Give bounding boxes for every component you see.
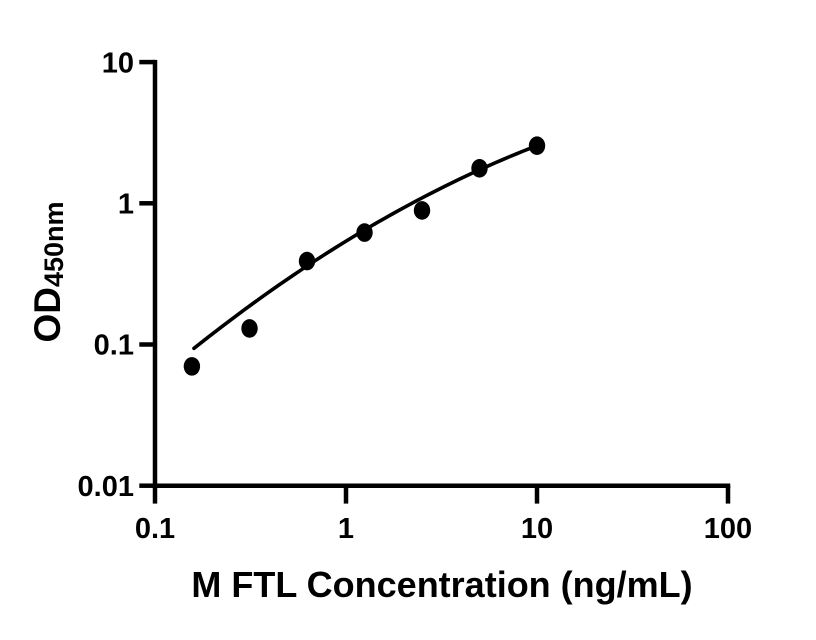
y-axis-ticks [139,59,155,488]
x-tick-label: 100 [704,513,752,545]
data-point-marker [471,158,488,178]
data-point-marker [413,201,431,220]
x-axis-ticks [152,485,731,504]
data-point-marker [183,357,201,376]
y-tick-label: 0.01 [78,471,134,503]
x-tick-label: 1 [338,513,354,545]
y-tick-label: 0.1 [94,330,134,362]
y-axis-title-subscript: 450nm [39,201,69,287]
x-tick-label: 0.1 [135,513,175,545]
y-tick-label: 10 [102,47,134,79]
fit-curve-line [192,143,540,351]
data-point-marker [356,223,373,242]
y-axis-tick-labels: 10 1 0.1 0.01 [78,47,134,503]
data-point-marker [528,136,546,155]
x-tick-label: 10 [521,513,553,545]
data-point-marker [241,319,258,338]
data-point-marker [298,251,316,271]
plot-axes [152,59,731,488]
y-axis-title-main: OD [27,287,68,343]
x-axis-tick-labels: 0.1 1 10 100 [135,513,752,545]
data-points [183,136,546,376]
y-axis-title: OD450nm [27,201,69,342]
x-axis-title: M FTL Concentration (ng/mL) [191,564,692,605]
y-tick-label: 1 [118,188,134,220]
